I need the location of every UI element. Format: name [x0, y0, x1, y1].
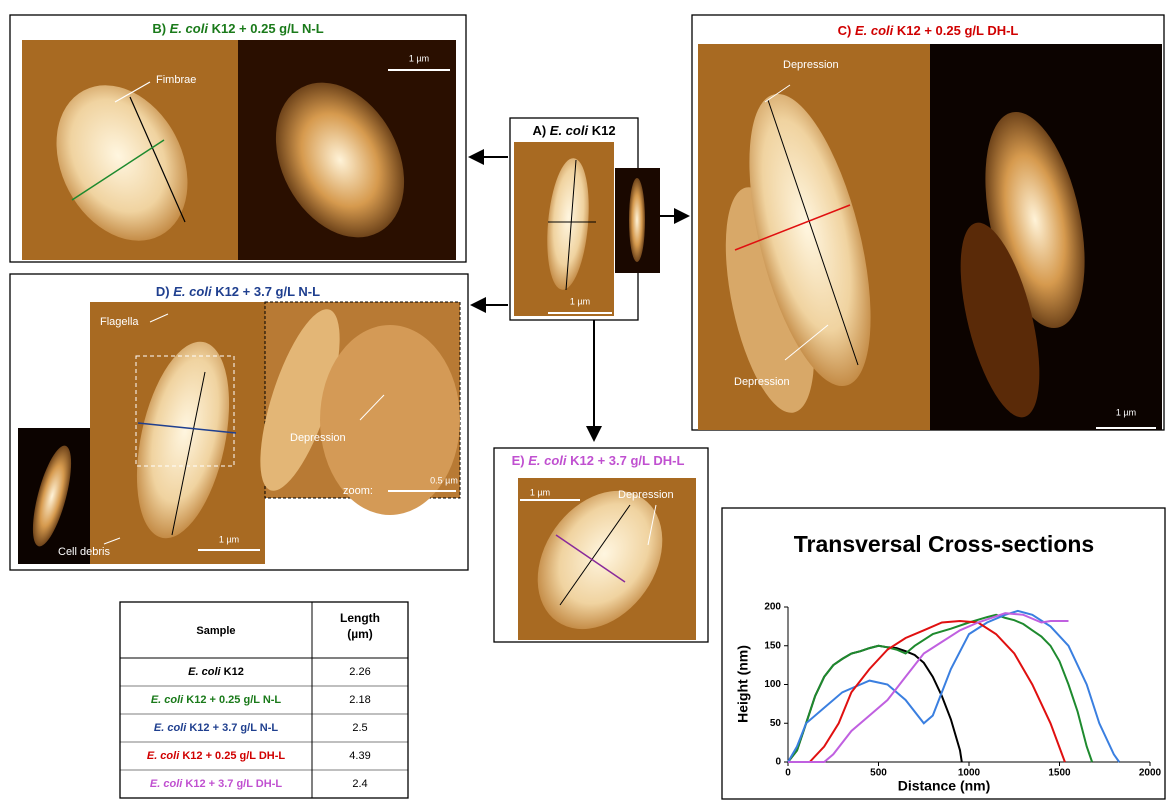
x-tick-label: 1500	[1048, 768, 1071, 779]
species: E. coli	[550, 123, 589, 138]
suffix: K12 + 3.7 g/L DH-L	[570, 453, 684, 468]
species: E. coli	[147, 750, 180, 762]
sample-name: E. coli K12	[188, 666, 244, 678]
prefix: B)	[152, 21, 166, 36]
table-header: Length (µm)	[330, 610, 390, 642]
panel-title: C) E. coli K12 + 0.25 g/L DH-L	[838, 23, 1019, 38]
species: E. coli	[528, 453, 567, 468]
sample-name: E. coli K12 + 0.25 g/L DH-L	[147, 750, 286, 762]
length-table: Sample Length (µm) E. coli K12 2.26 E. col…	[120, 602, 408, 798]
suffix: K12 + 0.25 g/L N-L	[212, 21, 324, 36]
species: E. coli	[170, 21, 209, 36]
length-value: 2.4	[352, 778, 367, 790]
panel-title: B) E. coli K12 + 0.25 g/L N-L	[152, 21, 323, 36]
y-tick-label: 150	[764, 640, 781, 651]
prefix: A)	[532, 123, 546, 138]
panel-d: D) E. coli K12 + 3.7 g/L N-L Flagella Ce…	[10, 274, 468, 570]
prefix: C)	[838, 23, 852, 38]
y-tick-label: 0	[775, 757, 781, 768]
sample-name: E. coli K12 + 3.7 g/L DH-L	[150, 778, 282, 790]
species: E. coli	[151, 694, 184, 706]
scale-bar-label: 1 µm	[1116, 407, 1136, 417]
y-axis-label: Height (nm)	[735, 645, 751, 723]
y-tick-label: 200	[764, 602, 781, 613]
x-tick-label: 2000	[1139, 768, 1162, 779]
panel-a: A) E. coli K12 1 µm	[510, 118, 660, 320]
annotation: Depression	[290, 432, 346, 444]
zoom-label: zoom:	[343, 485, 373, 497]
suffix: K12 + 3.7 g/L N-L	[215, 284, 320, 299]
sample-name: E. coli K12 + 0.25 g/L N-L	[151, 694, 282, 706]
annotation: Cell debris	[58, 546, 110, 558]
annotation: Depression	[618, 489, 674, 501]
suffix: K12 + 3.7 g/L DH-L	[185, 778, 282, 790]
panel-title: D) E. coli K12 + 3.7 g/L N-L	[156, 284, 320, 299]
figure: B) E. coli K12 + 0.25 g/L N-L Fimbrae 1 …	[0, 0, 1166, 800]
species: E. coli	[173, 284, 212, 299]
series-line	[788, 615, 1092, 762]
species: E. coli	[154, 722, 187, 734]
chart: Transversal Cross-sections Distance (nm)…	[722, 508, 1165, 799]
scale-bar-label: 1 µm	[570, 296, 590, 306]
y-tick-label: 100	[764, 679, 781, 690]
x-tick-label: 1000	[958, 768, 981, 779]
x-tick-label: 0	[785, 768, 791, 779]
x-axis-label: Distance (nm)	[898, 778, 991, 794]
length-value: 4.39	[349, 750, 370, 762]
scale-bar-label: 0.5 µm	[430, 475, 458, 485]
suffix: K12 + 3.7 g/L N-L	[189, 722, 278, 734]
species: E. coli	[150, 778, 183, 790]
panel-title: A) E. coli K12	[532, 123, 615, 138]
panel-title: E) E. coli K12 + 3.7 g/L DH-L	[512, 453, 685, 468]
chart-title: Transversal Cross-sections	[794, 531, 1094, 557]
suffix: K12 + 0.25 g/L DH-L	[897, 23, 1019, 38]
annotation: Depression	[734, 376, 790, 388]
suffix: K12	[224, 666, 244, 678]
y-tick-label: 50	[770, 718, 782, 729]
species: E. coli	[855, 23, 894, 38]
species: E. coli	[188, 666, 221, 678]
annotation: Depression	[783, 59, 839, 71]
panel-c: C) E. coli K12 + 0.25 g/L DH-L Depressio…	[692, 15, 1164, 430]
annotation: Fimbrae	[156, 74, 196, 86]
table-header-cell: Length (µm)	[312, 606, 408, 656]
series-line	[788, 613, 1069, 762]
annotation: Flagella	[100, 316, 139, 328]
scale-bar-label: 1 µm	[219, 534, 239, 544]
length-value: 2.18	[349, 694, 370, 706]
panel-b: B) E. coli K12 + 0.25 g/L N-L Fimbrae 1 …	[10, 15, 466, 264]
series-line	[788, 621, 1065, 762]
suffix: K12 + 0.25 g/L DH-L	[182, 750, 285, 762]
suffix: K12	[592, 123, 616, 138]
sample-name: E. coli K12 + 3.7 g/L N-L	[154, 722, 278, 734]
x-tick-label: 500	[870, 768, 887, 779]
suffix: K12 + 0.25 g/L N-L	[186, 694, 281, 706]
prefix: D)	[156, 284, 170, 299]
length-value: 2.26	[349, 666, 370, 678]
length-value: 2.5	[352, 722, 367, 734]
table-header: Sample	[196, 625, 235, 637]
scale-bar-label: 1 µm	[409, 53, 429, 63]
scale-bar-label: 1 µm	[530, 487, 550, 497]
prefix: E)	[512, 453, 525, 468]
panel-e: E) E. coli K12 + 3.7 g/L DH-L 1 µm Depre…	[494, 448, 708, 653]
